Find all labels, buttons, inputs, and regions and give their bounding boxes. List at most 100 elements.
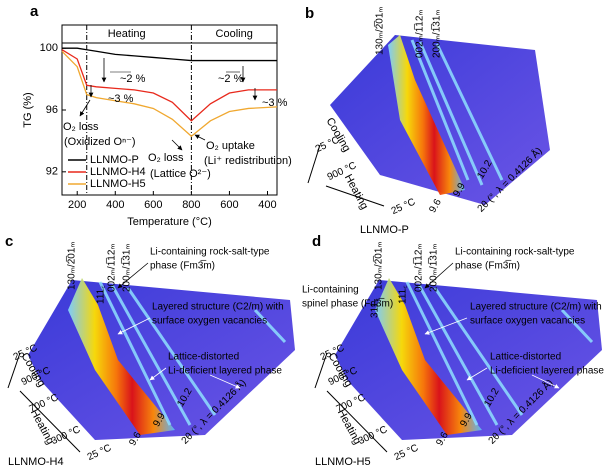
panel-label: b bbox=[305, 5, 314, 22]
note-arrow bbox=[149, 367, 167, 381]
phase-note: Li-containing bbox=[302, 285, 359, 296]
sample-name: LLNMO-P bbox=[360, 224, 409, 236]
peak-streak bbox=[98, 281, 172, 426]
peak-label: 200ₘ/1̅31ₘ bbox=[431, 9, 443, 58]
data-line bbox=[62, 47, 277, 62]
peak-label: 200ₘ/1̅31ₘ bbox=[121, 243, 133, 292]
note-arrow bbox=[117, 262, 149, 289]
peak-streak bbox=[110, 284, 192, 426]
x-axis-title: Temperature (°C) bbox=[127, 216, 211, 228]
peak-streak bbox=[560, 308, 594, 344]
phase-note: phase (Fm3̅m) bbox=[150, 260, 215, 272]
annotation: ~3 % bbox=[108, 93, 134, 105]
stage-label: Heating bbox=[342, 172, 370, 211]
cooling-axis bbox=[7, 352, 21, 389]
y-tick-label: 100 bbox=[40, 42, 58, 54]
peak-streak bbox=[433, 287, 524, 416]
phase-note: phase (Fm3̅m) bbox=[455, 260, 520, 272]
phase-peak-label: 111꜀ bbox=[96, 285, 107, 304]
heating-axis bbox=[326, 390, 388, 453]
x-tick-label: 800 bbox=[182, 199, 200, 211]
note-arrow bbox=[117, 317, 151, 335]
legend-label: LLNMO-P bbox=[90, 154, 139, 166]
note-arrow bbox=[424, 262, 454, 289]
peak-label: 130ₘ/2̅01ₘ bbox=[374, 6, 386, 55]
legend-label: LLNMO-H4 bbox=[90, 166, 146, 178]
panel-label: c bbox=[5, 233, 13, 250]
panel-label: a bbox=[30, 3, 39, 20]
phase-note: Li-containing rock-salt-type bbox=[455, 247, 575, 258]
phase-note: Lattice-distorted bbox=[490, 352, 561, 363]
peak-streak bbox=[418, 41, 484, 186]
phase-label: Cooling bbox=[216, 28, 253, 40]
phase-note: Layered structure (C2/m) with bbox=[152, 302, 284, 313]
panel-label: d bbox=[312, 233, 321, 250]
peak-streak bbox=[417, 284, 499, 426]
temperature-label: 25 °C bbox=[393, 443, 420, 464]
legend-label: LLNMO-H5 bbox=[90, 178, 146, 190]
temperature-label: 25 °C bbox=[390, 197, 417, 218]
annotation: ~2 % bbox=[218, 73, 244, 85]
y-tick-label: 96 bbox=[46, 104, 58, 116]
peak-label: 002ₘ/1̅12ₘ bbox=[414, 9, 426, 58]
x-tick-label: 600 bbox=[144, 199, 162, 211]
note-arrow bbox=[531, 374, 560, 389]
peak-label: 002ₘ/1̅12ₘ bbox=[106, 243, 118, 292]
data-line bbox=[61, 49, 277, 122]
heated-region bbox=[388, 35, 465, 195]
heating-axis bbox=[325, 185, 385, 207]
peak-streak bbox=[410, 39, 470, 181]
x-tick-label: 600 bbox=[220, 199, 238, 211]
peak-streak bbox=[126, 287, 217, 416]
temperature-label: 25 °C bbox=[86, 443, 113, 464]
cooling-axis bbox=[314, 352, 328, 389]
peak-streak bbox=[253, 308, 287, 344]
x-tick-label: 400 bbox=[106, 199, 124, 211]
heated-region bbox=[68, 278, 175, 435]
annotation: O₂ loss bbox=[63, 121, 99, 133]
peak-streak bbox=[435, 43, 504, 181]
note-arrow bbox=[466, 367, 488, 381]
phase-note: Li-deficient layered phase bbox=[490, 366, 604, 377]
arrow bbox=[171, 139, 183, 151]
heated-region bbox=[375, 278, 482, 435]
phase-note: spinel phase (Fd3̅m) bbox=[302, 298, 393, 310]
annotation: (Li⁺ redistribution) bbox=[204, 155, 292, 167]
phase-peak-label: 311ₛ bbox=[370, 298, 381, 318]
data-line bbox=[61, 50, 278, 138]
cooling-axis bbox=[307, 144, 321, 184]
peak-label: 002ₘ/1̅12ₘ bbox=[413, 243, 425, 292]
y-axis-title: TG (%) bbox=[22, 92, 34, 127]
arrow bbox=[194, 134, 206, 141]
peak-label: 200ₘ/1̅31ₘ bbox=[428, 243, 440, 292]
x-tick-label: 200 bbox=[68, 199, 86, 211]
annotation: ~2 % bbox=[120, 73, 146, 85]
peak-streak bbox=[405, 281, 479, 426]
phase-note: surface oxygen vacancies bbox=[152, 316, 267, 327]
phase-peak-label: 111꜀ bbox=[398, 285, 409, 304]
stage-label: Heating bbox=[28, 407, 56, 446]
sample-name: LLNMO-H5 bbox=[315, 456, 371, 468]
stage-label: Heating bbox=[335, 407, 363, 446]
x-tick-label: 9.6 bbox=[427, 197, 444, 215]
phase-note: Layered structure (C2/m) with bbox=[470, 302, 602, 313]
annotation: (Lattice O²⁻) bbox=[150, 168, 211, 180]
phase-note: surface oxygen vacancies bbox=[470, 316, 585, 327]
x-tick-label: 400 bbox=[258, 199, 276, 211]
annotation: ~3 % bbox=[262, 97, 288, 109]
phase-label: Heating bbox=[108, 28, 146, 40]
note-arrow bbox=[424, 317, 468, 335]
annotation: O₂ loss bbox=[148, 152, 184, 164]
phase-note: Li-deficient layered phase bbox=[168, 366, 282, 377]
heating-axis bbox=[19, 390, 81, 453]
y-tick-label: 92 bbox=[46, 166, 58, 178]
annotation: (Oxidized Oⁿ⁻) bbox=[64, 136, 136, 148]
arrow bbox=[79, 99, 91, 117]
peak-label: 130ₘ/2̅01ₘ bbox=[66, 241, 78, 290]
phase-note: Li-containing rock-salt-type bbox=[150, 247, 270, 258]
peak-label: 130ₘ/2̅01ₘ bbox=[373, 241, 385, 290]
